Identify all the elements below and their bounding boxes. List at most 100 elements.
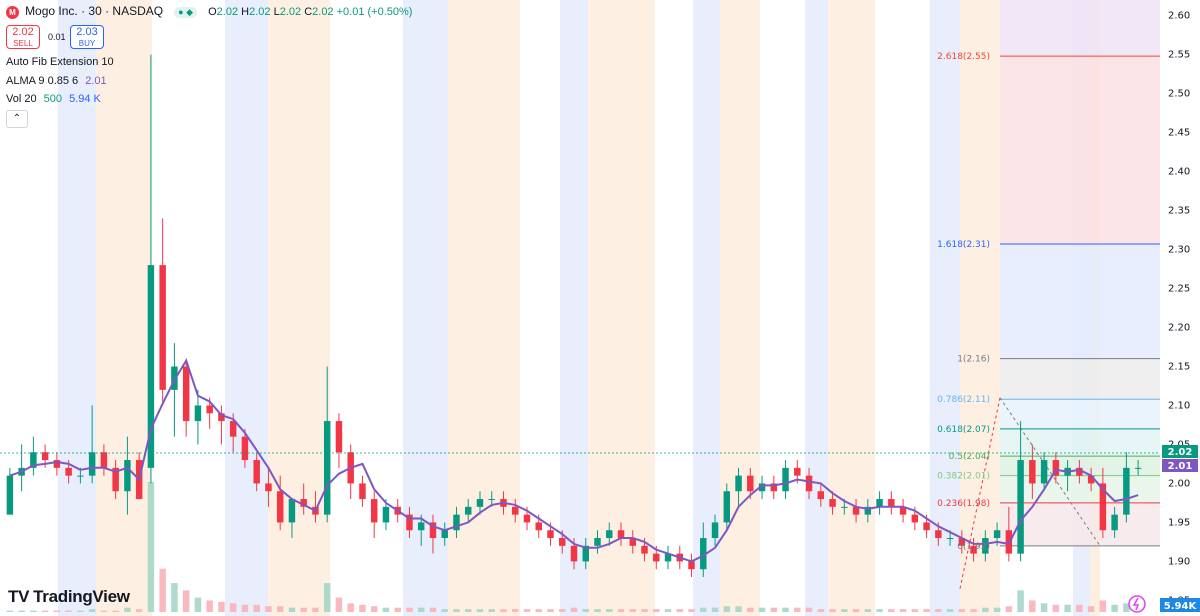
volume-bar-34: [406, 607, 413, 612]
volume-bar-78: [923, 609, 930, 612]
volume-bar-64: [758, 607, 766, 612]
volume-bar-15: [182, 590, 190, 612]
collapse-legend-button[interactable]: ⌃: [6, 110, 28, 128]
session-band-0: [58, 0, 96, 616]
symbol-legend: M Mogo Inc. · 30 · NASDAQ ● ◆ O2.02 H2.0…: [6, 4, 412, 19]
candle-body-73: [864, 506, 872, 515]
mogo-logo-icon: M: [6, 5, 19, 19]
market-status-icon: ● ◆: [174, 7, 198, 18]
volume-bar-86: [1017, 590, 1024, 612]
candle-body-10: [124, 460, 131, 492]
buy-button[interactable]: 2.03 BUY: [70, 25, 104, 49]
sell-button[interactable]: 2.02 SELL: [6, 25, 40, 49]
volume-bar-71: [841, 609, 848, 612]
session-band-5: [448, 0, 520, 616]
volume-bar-24: [288, 607, 296, 612]
volume-bar-36: [429, 607, 437, 612]
volume-bar-53: [629, 609, 636, 612]
indicator-vol[interactable]: Vol 20 500 5.94 K: [6, 93, 101, 105]
indicator-fib[interactable]: Auto Fib Extension 10: [6, 56, 114, 68]
candle-body-62: [735, 475, 742, 492]
candle-body-3: [41, 452, 49, 461]
candle-body-65: [770, 483, 778, 492]
chevron-up-icon: ⌃: [12, 113, 22, 124]
candle-body-38: [453, 514, 460, 531]
candle-body-22: [265, 483, 272, 492]
fib-zone-4: [1000, 399, 1160, 429]
y-tick-9: 2.30: [1168, 245, 1190, 256]
candle-body-18: [218, 413, 225, 422]
candle-body-2: [30, 452, 37, 468]
candle-body-82: [970, 545, 977, 554]
volume-bar-92: [1087, 606, 1095, 612]
candle-body-95: [1123, 467, 1130, 515]
volume-bar-17: [206, 600, 213, 612]
buy-label: BUY: [78, 39, 96, 48]
volume-bar-0: [6, 610, 14, 612]
symbol-name[interactable]: Mogo Inc. · 30 · NASDAQ: [25, 4, 164, 18]
candle-body-6: [77, 475, 84, 477]
volume-bar-21: [253, 604, 260, 612]
close-label: C: [304, 6, 313, 18]
candle-body-41: [488, 499, 495, 501]
volume-bar-59: [700, 607, 707, 612]
candle-body-87: [1029, 460, 1036, 484]
volume-bar-66: [782, 607, 789, 612]
tradingview-logo[interactable]: TV TradingView: [8, 587, 130, 607]
fib-label-8: 2.618(2.55): [937, 52, 990, 62]
vol-name: Vol: [6, 93, 22, 105]
y-tick-14: 2.55: [1168, 50, 1190, 61]
candle-body-24: [288, 499, 296, 523]
candle-body-34: [406, 514, 413, 531]
candle-body-55: [653, 553, 660, 562]
volume-bar-77: [911, 609, 919, 612]
volume-bar-14: [171, 583, 178, 612]
volume-bar-29: [347, 603, 354, 612]
candle-body-39: [464, 506, 472, 515]
candle-body-96: [1134, 467, 1142, 469]
volume-bar-81: [958, 609, 966, 612]
volume-bar-69: [817, 609, 825, 612]
volume-bar-72: [852, 609, 860, 612]
volume-value: 5.94K: [1164, 601, 1198, 612]
volume-bar-68: [805, 607, 813, 612]
volume-bar-83: [982, 607, 989, 612]
volume-bar-19: [229, 603, 237, 612]
candle-body-52: [617, 530, 625, 539]
volume-bar-22: [265, 606, 272, 612]
volume-bar-67: [794, 607, 801, 612]
volume-bar-23: [276, 606, 284, 612]
vol-params: 20: [24, 93, 37, 105]
volume-bar-46: [547, 609, 554, 612]
alma-price-value: 2.01: [1168, 461, 1193, 472]
candle-body-35: [417, 522, 425, 531]
fib-zones: [959, 0, 1160, 589]
volume-bar-43: [512, 609, 519, 612]
candle-body-44: [523, 514, 531, 523]
spread-value: 0.01: [48, 32, 66, 42]
session-band-8: [693, 0, 720, 616]
session-band-13: [960, 0, 1000, 616]
volume-bar-41: [488, 609, 495, 612]
volume-bar-82: [970, 609, 977, 612]
volume-bar-51: [606, 609, 613, 612]
candle-body-51: [606, 530, 613, 539]
indicator-alma[interactable]: ALMA 9 0.85 6 2.01: [6, 75, 107, 87]
candle-body-58: [688, 561, 695, 570]
volume-bar-5: [65, 610, 72, 612]
volume-bar-70: [829, 609, 836, 612]
buy-price: 2.03: [76, 26, 98, 38]
candle-body-49: [582, 545, 589, 562]
volume-bar-39: [464, 609, 472, 612]
candle-body-69: [817, 491, 825, 500]
volume-bar-47: [559, 609, 566, 612]
session-band-2: [225, 0, 268, 616]
candle-body-76: [899, 506, 907, 515]
volume-bar-38: [453, 609, 460, 612]
volume-bar-93: [1099, 600, 1107, 612]
candle-body-8: [100, 452, 108, 468]
lightning-icon[interactable]: [1128, 595, 1146, 613]
candle-body-72: [852, 506, 860, 515]
session-band-4: [403, 0, 448, 616]
